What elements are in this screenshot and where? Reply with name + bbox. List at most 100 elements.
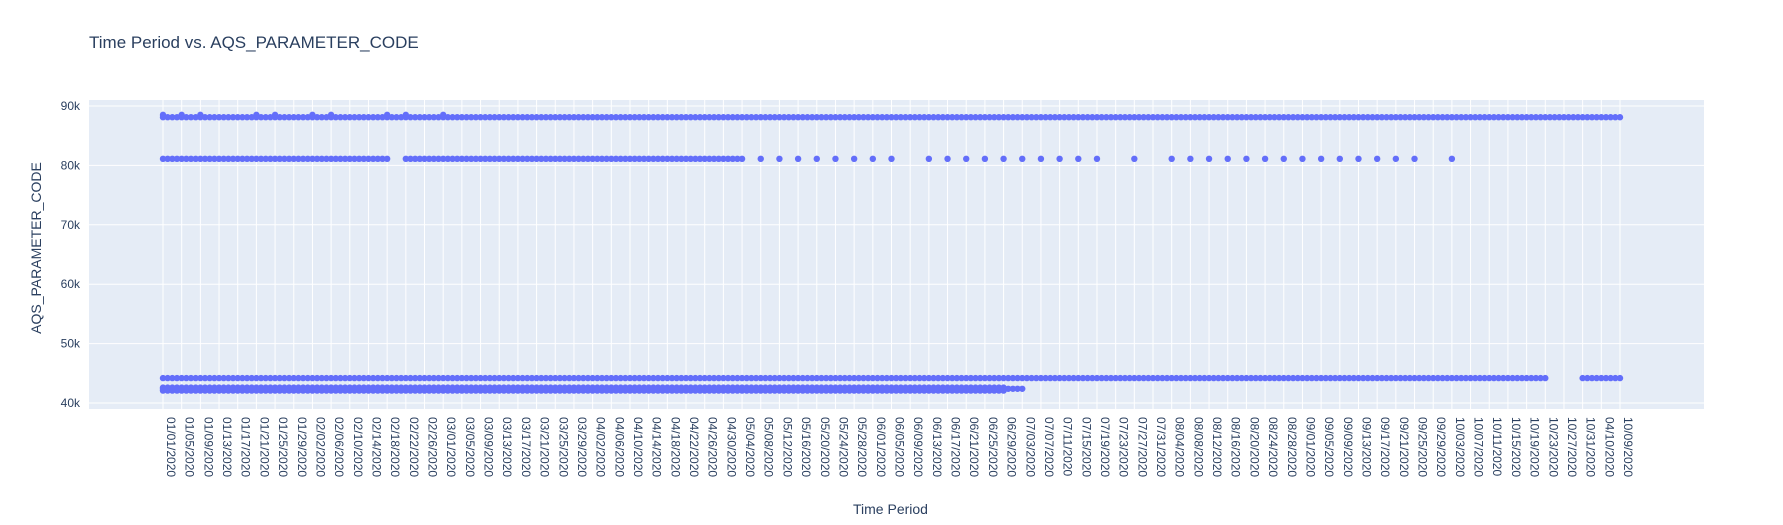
data-point xyxy=(626,384,634,391)
data-point xyxy=(1051,114,1059,121)
data-point xyxy=(449,374,456,382)
x-tick-label: 07/03/2020 xyxy=(1023,417,1037,477)
data-point xyxy=(1448,374,1456,382)
data-point xyxy=(1075,114,1082,121)
data-point xyxy=(407,374,414,382)
data-point xyxy=(383,374,391,382)
data-point xyxy=(309,155,316,163)
data-point xyxy=(1350,374,1358,382)
data-point xyxy=(659,114,666,121)
data-point xyxy=(626,155,634,163)
data-point xyxy=(738,384,746,391)
data-point xyxy=(949,114,956,121)
data-point xyxy=(1149,374,1157,382)
data-point xyxy=(542,384,550,391)
data-point xyxy=(701,114,708,121)
data-point xyxy=(963,384,970,391)
data-point xyxy=(920,114,928,121)
data-point xyxy=(276,155,283,163)
data-point xyxy=(425,155,433,163)
data-point xyxy=(510,114,517,121)
data-point xyxy=(1495,374,1502,382)
data-point xyxy=(449,114,456,121)
data-point xyxy=(640,374,648,382)
data-point xyxy=(1215,374,1222,382)
y-tick-label: 40k xyxy=(61,396,81,410)
data-point xyxy=(538,374,545,382)
data-point xyxy=(566,155,573,163)
data-point xyxy=(1341,114,1348,121)
data-point xyxy=(850,374,858,382)
data-point xyxy=(748,114,755,121)
data-point xyxy=(944,155,951,163)
data-point xyxy=(211,384,218,391)
data-point xyxy=(173,374,181,382)
data-point xyxy=(547,114,554,121)
data-point xyxy=(967,114,975,121)
data-point xyxy=(1205,155,1213,163)
data-point xyxy=(1042,374,1049,382)
data-point xyxy=(1504,374,1512,382)
data-point xyxy=(351,384,358,391)
data-point xyxy=(1373,374,1381,382)
data-point xyxy=(524,384,531,391)
data-point xyxy=(1486,114,1493,121)
data-point xyxy=(743,384,750,391)
data-point xyxy=(262,384,269,391)
data-point xyxy=(327,155,335,163)
data-point xyxy=(1401,114,1409,121)
data-point xyxy=(1238,374,1245,382)
data-point xyxy=(183,384,190,391)
data-point xyxy=(201,374,209,382)
data-point xyxy=(491,384,498,391)
data-point xyxy=(734,114,741,121)
data-point xyxy=(519,114,526,121)
data-point xyxy=(584,114,592,121)
data-point xyxy=(603,374,610,382)
x-tick-label: 07/15/2020 xyxy=(1079,417,1093,477)
data-point xyxy=(603,114,610,121)
data-point xyxy=(1145,374,1152,382)
data-point xyxy=(1093,114,1101,121)
data-point xyxy=(869,155,877,163)
data-point xyxy=(1009,114,1017,121)
data-point xyxy=(407,384,414,391)
data-point xyxy=(603,384,610,391)
data-point xyxy=(776,155,783,163)
data-point xyxy=(299,384,307,391)
data-point xyxy=(608,114,615,121)
data-point xyxy=(930,374,937,382)
data-point xyxy=(449,384,456,391)
data-point xyxy=(766,374,774,382)
data-point xyxy=(1093,155,1101,163)
data-point xyxy=(552,155,559,163)
data-point xyxy=(360,374,368,382)
data-point xyxy=(285,114,293,121)
data-point xyxy=(178,384,185,391)
x-tick-label: 10/15/2020 xyxy=(1509,417,1523,477)
y-tick-label: 70k xyxy=(61,218,81,232)
data-point xyxy=(762,374,769,382)
data-point xyxy=(1294,114,1301,121)
data-point xyxy=(986,374,993,382)
data-point xyxy=(1210,374,1217,382)
data-point xyxy=(253,111,260,119)
data-point xyxy=(1014,114,1021,121)
data-point xyxy=(1518,374,1526,382)
x-tick-label: 06/13/2020 xyxy=(930,417,944,477)
data-point xyxy=(178,374,185,382)
data-point xyxy=(1420,114,1428,121)
data-point xyxy=(402,384,410,391)
data-point xyxy=(1117,374,1124,382)
data-point xyxy=(538,155,545,163)
data-point xyxy=(883,114,891,121)
data-point xyxy=(556,374,564,382)
data-point xyxy=(1005,374,1012,382)
x-tick-label: 10/09/2020 xyxy=(1621,417,1635,477)
data-point xyxy=(318,374,325,382)
x-tick-label: 01/09/2020 xyxy=(201,417,215,477)
data-point xyxy=(360,114,368,121)
data-point xyxy=(836,114,844,121)
data-point xyxy=(248,384,255,391)
data-point xyxy=(636,155,643,163)
